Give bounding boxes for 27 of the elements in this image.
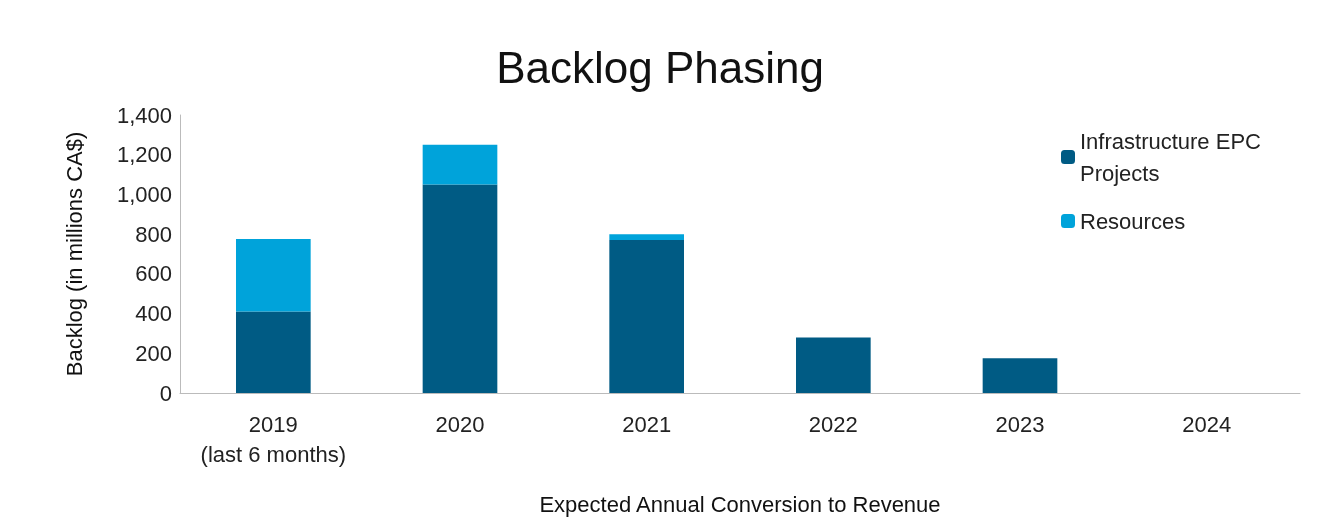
bar	[982, 358, 1058, 393]
x-axis-title: Expected Annual Conversion to Revenue	[539, 491, 941, 517]
bar	[609, 234, 684, 241]
legend-label: Resources	[1080, 208, 1186, 234]
y-tick-label: 0	[159, 380, 172, 406]
bar	[422, 144, 498, 185]
y-tick-label: 1,400	[116, 102, 172, 128]
bar	[609, 240, 684, 393]
y-axis-title: Backlog (in millions CA$)	[61, 131, 87, 377]
x-tick-label: 2019 (last 6 months)	[200, 411, 347, 467]
x-tick-label: 2024	[1182, 411, 1232, 437]
bar	[422, 184, 498, 393]
y-tick-label: 600	[135, 261, 172, 287]
bar	[236, 311, 311, 393]
bar	[796, 337, 871, 393]
x-tick-label: 2021	[622, 411, 672, 437]
x-tick-label: 2023	[995, 411, 1045, 437]
x-tick-label: 2020	[435, 411, 485, 437]
y-tick-label: 400	[135, 301, 172, 327]
y-tick-label: 1,200	[116, 142, 172, 168]
y-tick-label: 1,000	[116, 181, 172, 207]
x-tick-label: 2022	[808, 411, 858, 437]
bar	[236, 239, 311, 312]
y-tick-label: 800	[135, 221, 172, 247]
y-tick-label: 200	[135, 340, 172, 366]
chart-title: Backlog Phasing	[496, 42, 824, 92]
legend-label: Infrastructure EPC Projects	[1080, 128, 1268, 186]
